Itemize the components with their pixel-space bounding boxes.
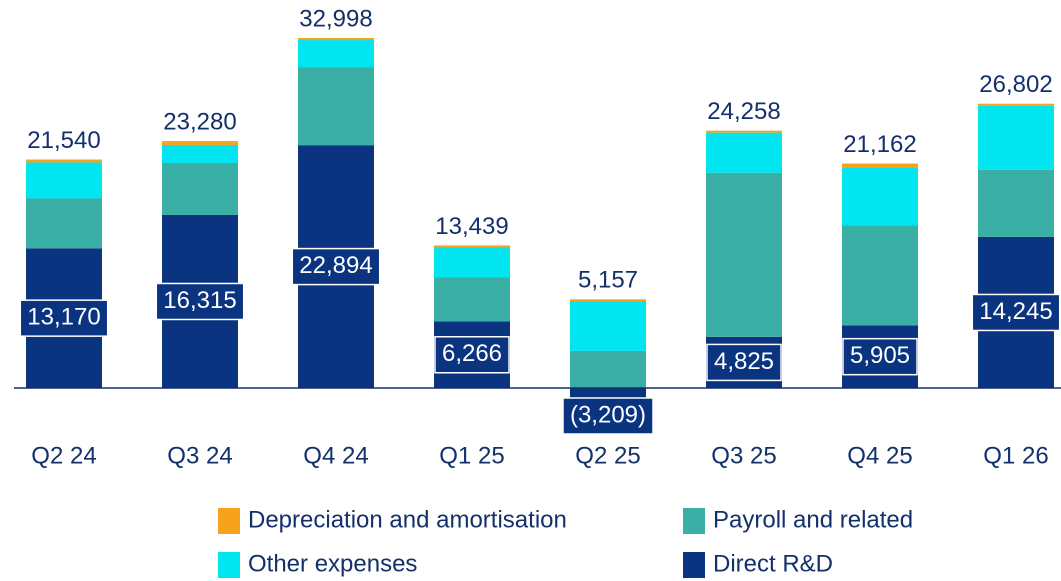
x-tick-label: Q3 25 <box>711 442 776 469</box>
legend-swatch <box>218 508 240 534</box>
legend-swatch <box>683 552 705 578</box>
total-label: 13,439 <box>435 213 508 240</box>
segment-label: 16,315 <box>163 287 236 314</box>
bar-segment <box>162 162 238 215</box>
bar-segment <box>842 163 918 168</box>
segment-label-box <box>842 337 918 376</box>
segment-label-box <box>971 293 1061 332</box>
bar-segment <box>570 350 646 388</box>
bar-segment <box>26 198 102 249</box>
x-tick-label: Q4 24 <box>303 442 368 469</box>
segment-label-box <box>155 282 245 321</box>
segment-label: 5,905 <box>850 342 910 369</box>
legend-swatch <box>683 508 705 534</box>
bar-segment <box>298 67 374 146</box>
legend-label: Payroll and related <box>713 506 913 533</box>
x-tick-label: Q2 25 <box>575 442 640 469</box>
segment-label-box <box>706 343 782 382</box>
segment-label-box <box>291 247 381 286</box>
x-tick-label: Q1 26 <box>983 442 1048 469</box>
segment-label-box <box>434 336 510 374</box>
bar-segment <box>706 132 782 173</box>
bar-segment <box>570 299 646 302</box>
total-label: 21,162 <box>843 131 916 158</box>
segment-label: 14,245 <box>979 298 1052 325</box>
bar-segment <box>26 159 102 163</box>
x-tick-label: Q2 24 <box>31 442 96 469</box>
bar-segment <box>978 103 1054 106</box>
x-tick-label: Q1 25 <box>439 442 504 469</box>
total-label: 21,540 <box>27 127 100 154</box>
bar-segment <box>162 144 238 163</box>
segment-label: 6,266 <box>442 340 502 367</box>
bar-segment <box>570 301 646 351</box>
bar-segment <box>26 162 102 199</box>
legend-label: Direct R&D <box>713 550 833 577</box>
total-label: 23,280 <box>163 108 236 135</box>
bar-segment <box>706 130 782 133</box>
total-label: 26,802 <box>979 71 1052 98</box>
segment-label-box <box>19 299 109 337</box>
segment-label: 13,170 <box>27 303 100 330</box>
legend-label: Other expenses <box>248 550 417 577</box>
total-label: 32,998 <box>299 5 372 32</box>
segment-label: 4,825 <box>714 348 774 375</box>
bar-segment <box>706 172 782 337</box>
bar-segment <box>298 38 374 41</box>
total-label: 5,157 <box>578 267 638 294</box>
legend-label: Depreciation and amortisation <box>248 506 567 533</box>
segment-label: 22,894 <box>299 252 372 279</box>
bar-segment <box>434 245 510 248</box>
bar-segment <box>842 225 918 326</box>
total-label: 24,258 <box>707 98 780 125</box>
segment-label: (3,209) <box>570 401 646 428</box>
bar-segment <box>978 169 1054 237</box>
bar-segment <box>434 247 510 278</box>
bar-segment <box>162 141 238 145</box>
bar-segment <box>842 167 918 226</box>
bar-segment <box>434 277 510 322</box>
x-tick-label: Q3 24 <box>167 442 232 469</box>
bar-segment <box>978 105 1054 170</box>
segment-label-box <box>562 397 654 435</box>
bar-segment <box>298 40 374 68</box>
legend-swatch <box>218 552 240 578</box>
x-tick-label: Q4 25 <box>847 442 912 469</box>
